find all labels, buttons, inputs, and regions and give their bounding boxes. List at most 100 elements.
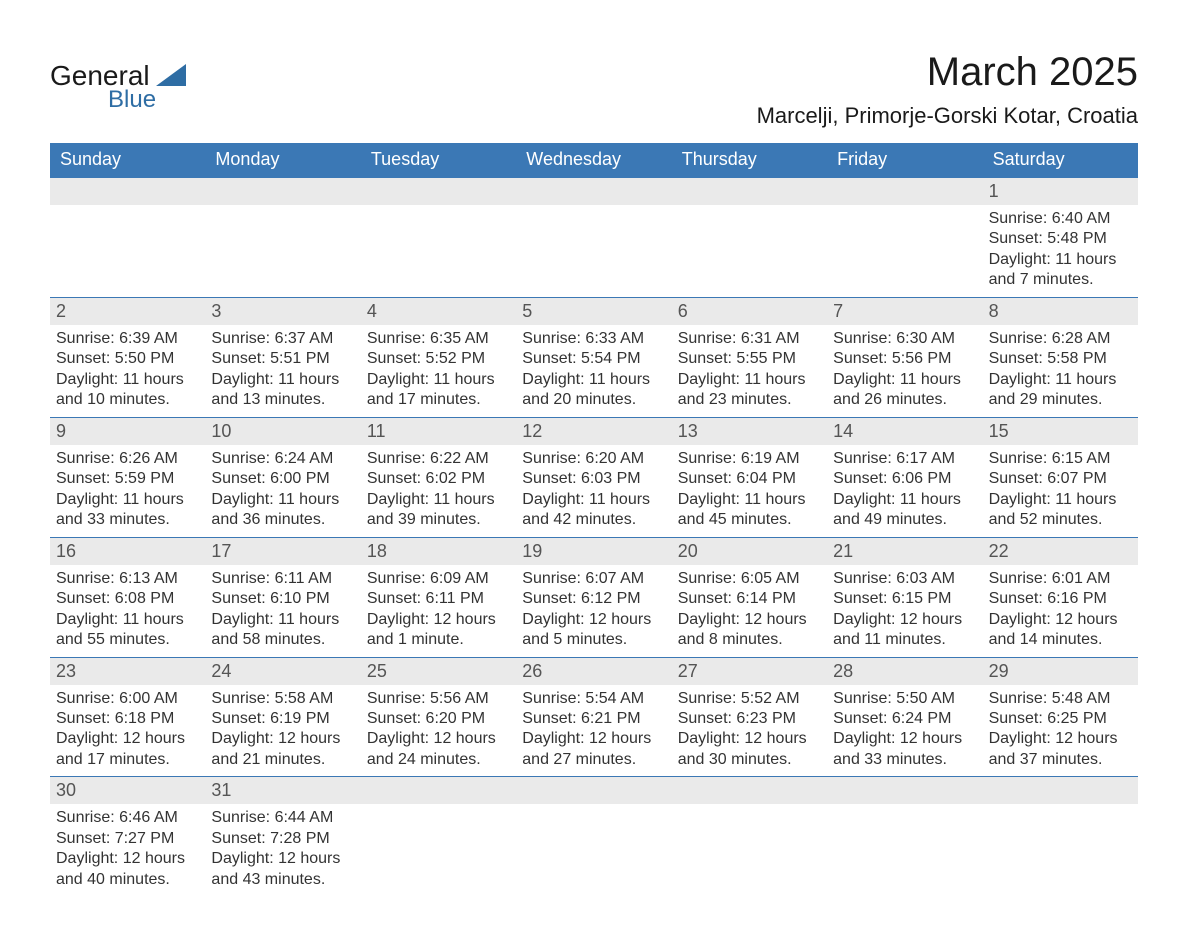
sunset-text: Sunset: 5:54 PM [522, 349, 665, 369]
day-cell: Sunrise: 6:00 AMSunset: 6:18 PMDaylight:… [50, 685, 205, 777]
day-number: 10 [205, 418, 360, 445]
day-number: 21 [827, 538, 982, 565]
sunrise-text: Sunrise: 6:31 AM [678, 329, 821, 349]
sunrise-text: Sunrise: 6:09 AM [367, 569, 510, 589]
sunrise-text: Sunrise: 6:22 AM [367, 449, 510, 469]
day-cell: Sunrise: 6:24 AMSunset: 6:00 PMDaylight:… [205, 445, 360, 537]
sunset-text: Sunset: 6:21 PM [522, 709, 665, 729]
sunrise-text: Sunrise: 6:15 AM [989, 449, 1132, 469]
day-number: 19 [516, 538, 671, 565]
daylight-text: Daylight: 12 hours [522, 610, 665, 630]
day-content-row: Sunrise: 6:46 AMSunset: 7:27 PMDaylight:… [50, 804, 1138, 896]
daylight-text: and 26 minutes. [833, 390, 976, 410]
day-number: 26 [516, 658, 671, 685]
day-content-row: Sunrise: 6:39 AMSunset: 5:50 PMDaylight:… [50, 325, 1138, 417]
day-cell: Sunrise: 5:52 AMSunset: 6:23 PMDaylight:… [672, 685, 827, 777]
daylight-text: Daylight: 12 hours [522, 729, 665, 749]
sunset-text: Sunset: 6:10 PM [211, 589, 354, 609]
daylight-text: Daylight: 11 hours [56, 370, 199, 390]
day-cell: Sunrise: 6:20 AMSunset: 6:03 PMDaylight:… [516, 445, 671, 537]
sunrise-text: Sunrise: 6:39 AM [56, 329, 199, 349]
day-number: 14 [827, 418, 982, 445]
daylight-text: Daylight: 11 hours [56, 490, 199, 510]
sunrise-text: Sunrise: 6:03 AM [833, 569, 976, 589]
daylight-text: and 52 minutes. [989, 510, 1132, 530]
sunrise-text: Sunrise: 6:35 AM [367, 329, 510, 349]
day-header: Saturday [983, 143, 1138, 178]
daylight-text: Daylight: 11 hours [989, 370, 1132, 390]
daylight-text: and 45 minutes. [678, 510, 821, 530]
daylight-text: Daylight: 11 hours [211, 490, 354, 510]
day-cell [516, 804, 671, 896]
daylight-text: Daylight: 11 hours [211, 610, 354, 630]
day-number [827, 178, 982, 205]
day-content-row: Sunrise: 6:26 AMSunset: 5:59 PMDaylight:… [50, 445, 1138, 537]
day-number: 23 [50, 658, 205, 685]
daylight-text: Daylight: 12 hours [833, 729, 976, 749]
day-number: 5 [516, 298, 671, 325]
day-number: 17 [205, 538, 360, 565]
day-number [205, 178, 360, 205]
day-cell: Sunrise: 6:03 AMSunset: 6:15 PMDaylight:… [827, 565, 982, 657]
day-number-row: 9101112131415 [50, 418, 1138, 445]
day-number: 12 [516, 418, 671, 445]
day-cell [361, 804, 516, 896]
day-cell: Sunrise: 6:01 AMSunset: 6:16 PMDaylight:… [983, 565, 1138, 657]
daylight-text: and 5 minutes. [522, 630, 665, 650]
day-number: 18 [361, 538, 516, 565]
sunset-text: Sunset: 5:50 PM [56, 349, 199, 369]
daylight-text: and 55 minutes. [56, 630, 199, 650]
sunset-text: Sunset: 5:59 PM [56, 469, 199, 489]
day-number: 6 [672, 298, 827, 325]
day-cell [361, 205, 516, 297]
daylight-text: and 13 minutes. [211, 390, 354, 410]
daylight-text: Daylight: 12 hours [211, 849, 354, 869]
day-cell [672, 804, 827, 896]
sunset-text: Sunset: 6:16 PM [989, 589, 1132, 609]
day-number [516, 777, 671, 804]
day-number: 29 [983, 658, 1138, 685]
daylight-text: Daylight: 12 hours [989, 729, 1132, 749]
day-cell [516, 205, 671, 297]
sunrise-text: Sunrise: 6:05 AM [678, 569, 821, 589]
sunrise-text: Sunrise: 6:33 AM [522, 329, 665, 349]
daylight-text: and 1 minute. [367, 630, 510, 650]
day-number: 9 [50, 418, 205, 445]
day-number [672, 178, 827, 205]
day-number [50, 178, 205, 205]
day-cell: Sunrise: 6:46 AMSunset: 7:27 PMDaylight:… [50, 804, 205, 896]
daylight-text: and 58 minutes. [211, 630, 354, 650]
day-cell: Sunrise: 5:50 AMSunset: 6:24 PMDaylight:… [827, 685, 982, 777]
daylight-text: Daylight: 12 hours [833, 610, 976, 630]
sunrise-text: Sunrise: 5:48 AM [989, 689, 1132, 709]
sunset-text: Sunset: 6:19 PM [211, 709, 354, 729]
daylight-text: Daylight: 11 hours [56, 610, 199, 630]
day-cell: Sunrise: 6:44 AMSunset: 7:28 PMDaylight:… [205, 804, 360, 896]
sunrise-text: Sunrise: 6:01 AM [989, 569, 1132, 589]
day-cell: Sunrise: 6:09 AMSunset: 6:11 PMDaylight:… [361, 565, 516, 657]
sunset-text: Sunset: 6:08 PM [56, 589, 199, 609]
day-cell [50, 205, 205, 297]
day-cell: Sunrise: 5:58 AMSunset: 6:19 PMDaylight:… [205, 685, 360, 777]
sunset-text: Sunset: 6:14 PM [678, 589, 821, 609]
sunrise-text: Sunrise: 5:54 AM [522, 689, 665, 709]
day-number: 4 [361, 298, 516, 325]
day-number: 2 [50, 298, 205, 325]
day-number-row: 16171819202122 [50, 538, 1138, 565]
sunset-text: Sunset: 5:58 PM [989, 349, 1132, 369]
sunrise-text: Sunrise: 6:40 AM [989, 209, 1132, 229]
sunset-text: Sunset: 6:24 PM [833, 709, 976, 729]
day-number: 15 [983, 418, 1138, 445]
day-content-row: Sunrise: 6:00 AMSunset: 6:18 PMDaylight:… [50, 685, 1138, 777]
logo: General Blue [50, 60, 186, 114]
sunrise-text: Sunrise: 5:52 AM [678, 689, 821, 709]
sunrise-text: Sunrise: 5:50 AM [833, 689, 976, 709]
day-number-row: 23242526272829 [50, 658, 1138, 685]
sunrise-text: Sunrise: 5:56 AM [367, 689, 510, 709]
daylight-text: and 17 minutes. [56, 750, 199, 770]
day-cell: Sunrise: 6:15 AMSunset: 6:07 PMDaylight:… [983, 445, 1138, 537]
daylight-text: and 23 minutes. [678, 390, 821, 410]
daylight-text: and 11 minutes. [833, 630, 976, 650]
day-header: Sunday [50, 143, 205, 178]
day-number [361, 777, 516, 804]
